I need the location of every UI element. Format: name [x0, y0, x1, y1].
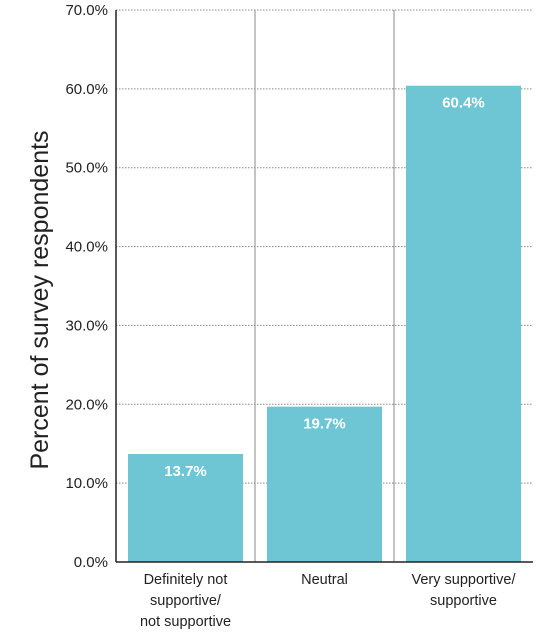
x-category-label: Neutral [301, 572, 348, 588]
bar-value-label: 19.7% [303, 416, 346, 433]
y-tick-label: 30.0% [65, 317, 108, 334]
bar [267, 406, 382, 562]
y-tick-label: 70.0% [65, 2, 108, 19]
bar-value-label: 60.4% [442, 95, 485, 112]
bar [128, 453, 243, 562]
y-tick-label: 0.0% [74, 554, 108, 571]
x-category-label: Definitely not supportive/not supportive [140, 572, 231, 630]
y-tick-label: 50.0% [65, 160, 108, 177]
bar-layer: 13.7% 19.7% 60.4% [128, 85, 521, 563]
y-tick-label: 40.0% [65, 239, 108, 256]
bar-value-label: 13.7% [164, 463, 207, 480]
y-tick-label: 60.0% [65, 81, 108, 98]
x-category-label: Very supportive/supportive [412, 572, 517, 609]
y-axis-title: Percent of survey respondents [26, 130, 54, 469]
y-tick-label: 20.0% [65, 396, 108, 413]
bar [406, 85, 521, 563]
y-tick-label: 10.0% [65, 475, 108, 492]
grid-layer [116, 9, 533, 562]
axis-layer: 0.0% 10.0% 20.0% 30.0% 40.0% 50.0% 60.0% 70.0% D… [65, 2, 533, 630]
